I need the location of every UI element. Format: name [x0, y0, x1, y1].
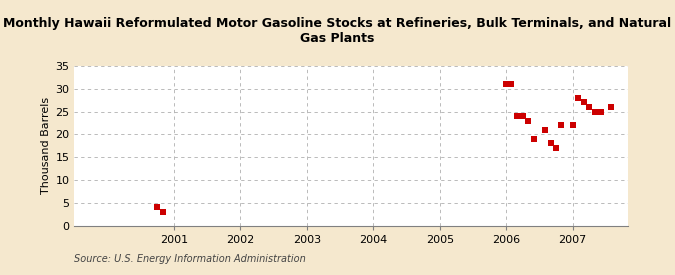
Point	[506, 82, 517, 86]
Point	[157, 210, 168, 214]
Point	[584, 105, 595, 109]
Point	[605, 105, 616, 109]
Point	[567, 123, 578, 127]
Point	[595, 109, 606, 114]
Text: Monthly Hawaii Reformulated Motor Gasoline Stocks at Refineries, Bulk Terminals,: Monthly Hawaii Reformulated Motor Gasoli…	[3, 16, 672, 45]
Point	[501, 82, 512, 86]
Point	[522, 119, 533, 123]
Point	[556, 123, 567, 127]
Point	[539, 128, 550, 132]
Text: Source: U.S. Energy Information Administration: Source: U.S. Energy Information Administ…	[74, 254, 306, 264]
Point	[545, 141, 556, 146]
Point	[551, 146, 562, 150]
Point	[152, 205, 163, 210]
Point	[578, 100, 589, 105]
Y-axis label: Thousand Barrels: Thousand Barrels	[41, 97, 51, 194]
Point	[589, 109, 600, 114]
Point	[512, 114, 523, 118]
Point	[572, 96, 583, 100]
Point	[529, 137, 539, 141]
Point	[517, 114, 528, 118]
